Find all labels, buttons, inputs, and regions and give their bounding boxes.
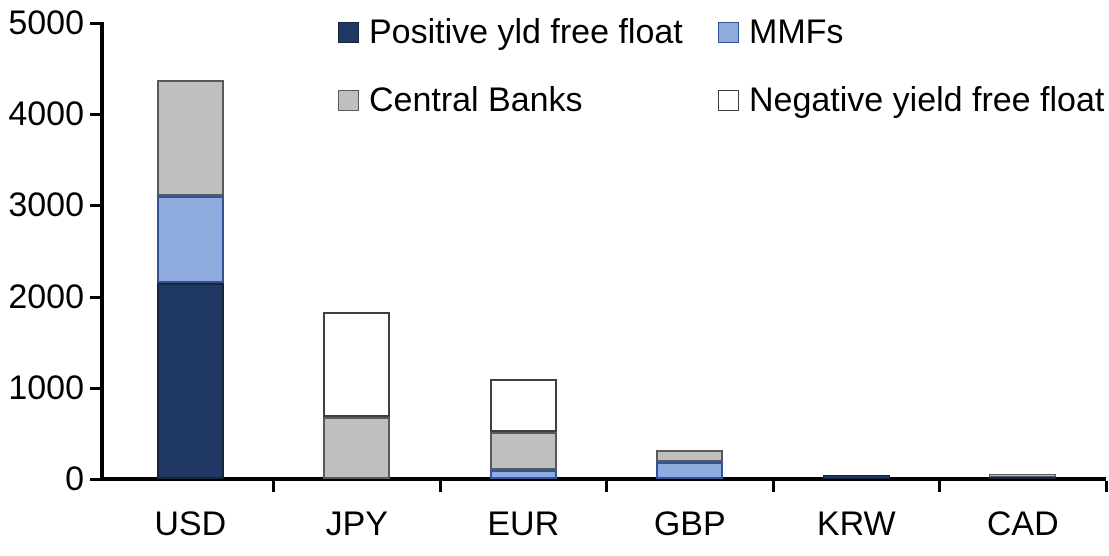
y-axis-tick-label: 3000	[8, 186, 84, 225]
x-axis-label-eur: EUR	[487, 505, 560, 543]
bar-eur-segment-mmfs	[489, 469, 557, 479]
x-axis-tick	[438, 481, 442, 492]
y-axis-line	[100, 23, 104, 481]
x-axis-label-krw: KRW	[816, 505, 896, 543]
bar-usd-segment-positive-yld-free-float	[156, 282, 224, 479]
bar-gbp-segment-central-banks	[656, 449, 724, 462]
bar-usd-segment-mmfs	[156, 196, 224, 283]
bar-cad-segment-positive-yld-free-float	[989, 476, 1057, 479]
x-axis-label-jpy: JPY	[325, 505, 388, 543]
x-axis-tick	[771, 481, 775, 492]
y-axis-tick	[90, 204, 104, 208]
y-axis-tick-label: 4000	[8, 95, 84, 134]
bar-jpy-segment-negative-yield-free-float	[323, 312, 391, 417]
y-axis-tick	[90, 113, 104, 117]
x-axis-tick	[605, 481, 608, 492]
legend-label-central-banks: Central Banks	[369, 81, 583, 119]
y-axis-tick	[90, 295, 104, 299]
y-axis-tick	[90, 22, 104, 25]
x-axis-tick	[272, 481, 275, 492]
x-axis-tick	[938, 481, 941, 492]
x-axis-tick	[1104, 481, 1108, 492]
bar-eur-segment-central-banks	[489, 431, 557, 470]
y-axis-tick-label: 5000	[8, 4, 84, 42]
legend-item-negative-yield-free-float: Negative yield free float	[718, 83, 1104, 118]
legend-item-central-banks: Central Banks	[338, 83, 583, 118]
legend-swatch-central-banks-icon	[338, 90, 359, 111]
bar-jpy-segment-central-banks	[323, 416, 391, 479]
legend-swatch-positive-yld-free-float-icon	[338, 22, 359, 43]
x-axis-label-gbp: GBP	[653, 505, 726, 543]
bar-krw-segment-positive-yld-free-float	[822, 475, 890, 479]
y-axis-tick	[90, 478, 104, 481]
bar-cad-segment-central-banks	[989, 473, 1057, 477]
bar-usd-segment-central-banks	[156, 79, 224, 197]
legend-item-positive-yld-free-float: Positive yld free float	[338, 15, 683, 50]
legend-label-negative-yield-free-float: Negative yield free float	[749, 81, 1105, 119]
y-axis-tick-label: 0	[65, 460, 84, 498]
legend-swatch-mmfs-icon	[718, 22, 739, 43]
bar-eur-segment-negative-yield-free-float	[489, 378, 557, 432]
x-axis-label-usd: USD	[154, 505, 227, 543]
x-axis-label-cad: CAD	[986, 505, 1059, 543]
legend-item-mmfs: MMFs	[718, 15, 843, 50]
y-axis-tick-label: 2000	[8, 277, 84, 316]
y-axis-tick	[90, 386, 104, 390]
x-axis-line	[100, 477, 1106, 481]
legend-label-positive-yld-free-float: Positive yld free float	[369, 13, 683, 51]
legend-label-mmfs: MMFs	[749, 13, 844, 51]
bar-gbp-segment-mmfs	[656, 461, 724, 479]
legend-swatch-negative-yield-free-float-icon	[718, 90, 739, 111]
y-axis-tick-label: 1000	[8, 368, 84, 407]
